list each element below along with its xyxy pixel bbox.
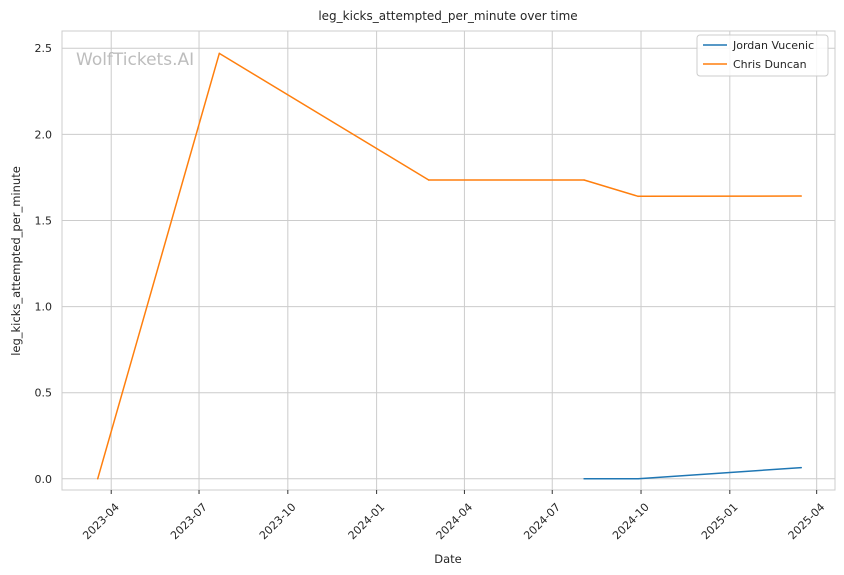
series-layer [96,52,802,480]
data-point-chris-duncan [218,52,221,55]
chart-title: leg_kicks_attempted_per_minute over time [318,9,577,23]
plot-frame [61,30,836,491]
legend-box [696,34,829,77]
y-tick-label: 0.5 [35,387,53,400]
y-axis-label: leg_kicks_attempted_per_minute [9,166,23,356]
legend-label-chris-duncan: Chris Duncan [733,58,807,71]
grid [62,31,835,490]
y-tick-label: 1.5 [35,214,53,227]
legend-label-jordan-vucenic: Jordan Vucenic [732,39,814,52]
x-axis-label: Date [434,552,462,566]
y-tick-label: 2.5 [35,42,53,55]
data-point-chris-duncan [427,179,430,181]
series-chris-duncan [96,52,802,480]
y-tick-label: 2.0 [35,128,53,141]
data-point-chris-duncan [637,195,639,198]
series-jordan-vucenic [583,466,802,480]
watermark: WolfTickets.AI [76,50,194,70]
data-point-chris-duncan [583,179,585,181]
data-point-chris-duncan [800,195,802,197]
legend: Jordan Vucenic Chris Duncan [696,34,829,77]
data-point-chris-duncan [96,478,99,480]
data-point-jordan-vucenic [800,466,802,469]
y-tick-label: 0.0 [35,473,53,486]
y-axis-ticks: 0.0 0.5 1.0 1.5 2.0 2.5 [35,42,53,486]
data-point-jordan-vucenic [637,478,639,480]
data-point-jordan-vucenic [583,478,585,480]
series-line-chris-duncan [96,52,802,480]
y-tick-label: 1.0 [35,301,53,314]
